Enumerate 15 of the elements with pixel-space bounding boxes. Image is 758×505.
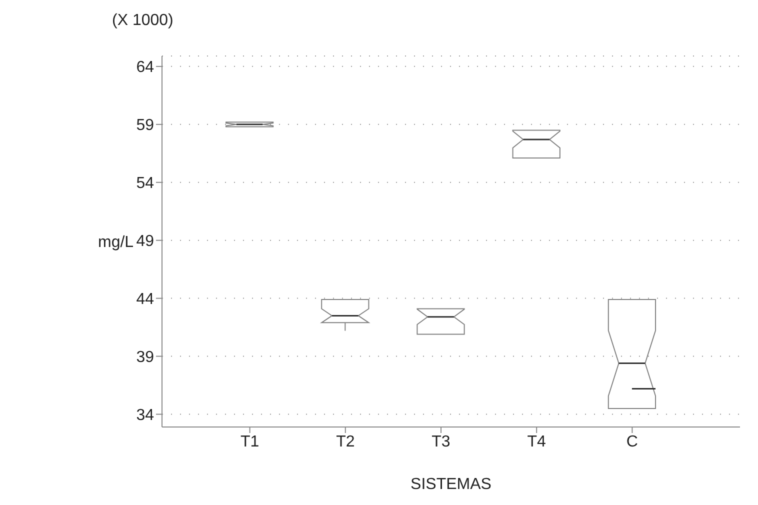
text: (X 1000) (112, 12, 174, 30)
y-tick-label: 39 (136, 348, 154, 366)
x-tick-label: C (626, 433, 638, 450)
x-tick-label: T2 (336, 433, 355, 450)
y-tick-label: 34 (136, 406, 154, 424)
y-tick-label: 59 (136, 117, 154, 134)
x-tick-label: T1 (240, 433, 260, 450)
y-axis-title: mg/L (98, 234, 134, 252)
x-tick-label: T3 (432, 433, 450, 450)
y-tick-label: 49 (136, 233, 154, 250)
y-tick-label: 54 (136, 175, 154, 192)
x-tick-label: T4 (527, 433, 546, 450)
y-tick-label: 64 (136, 59, 154, 76)
y-tick-label: 44 (136, 290, 154, 308)
x-axis-title: SISTEMAS (410, 476, 492, 493)
